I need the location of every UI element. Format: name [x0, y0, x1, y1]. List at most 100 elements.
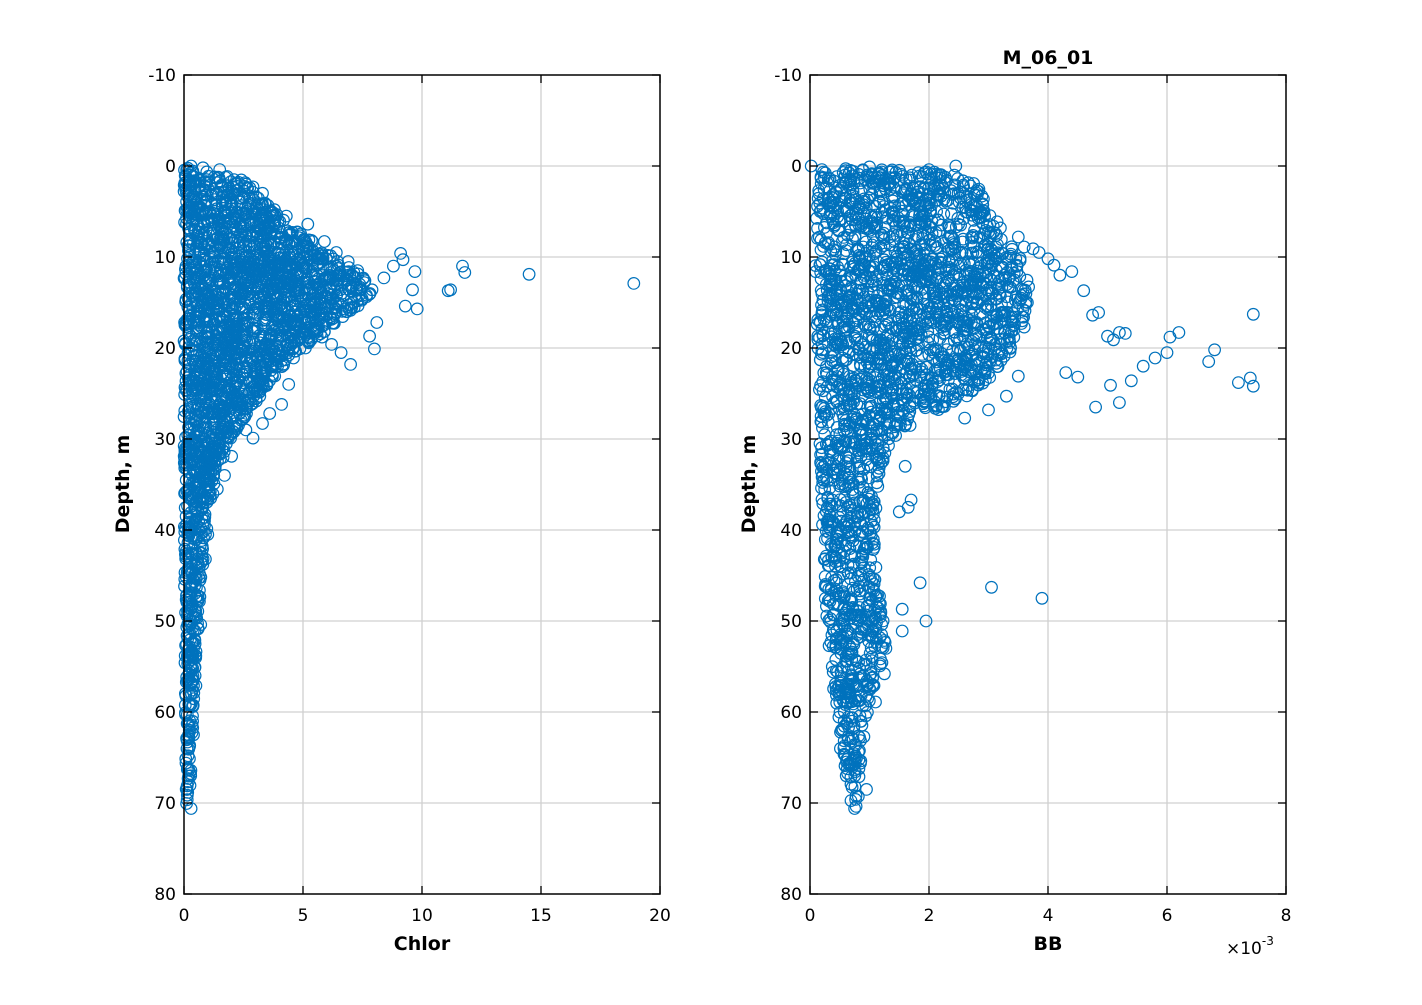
scatter-point-bulk: [310, 259, 324, 272]
scatter-point-bulk: [286, 299, 300, 313]
scatter-point: [408, 265, 422, 279]
scatter-point-bulk: [186, 260, 200, 274]
scatter-point-bulk: [190, 403, 204, 416]
scatter-point-bulk: [264, 364, 278, 377]
scatter-point-bulk: [299, 276, 313, 289]
scatter-point-bulk: [849, 793, 862, 806]
scatter-point-bulk: [179, 756, 193, 770]
scatter-point: [263, 407, 277, 420]
scatter-point-bulk: [181, 536, 195, 549]
scatter-point-bulk: [239, 237, 253, 251]
scatter-point: [396, 253, 410, 267]
scatter-point-bulk: [234, 278, 248, 292]
scatter-point-bulk: [287, 234, 300, 247]
scatter-point-bulk: [237, 410, 251, 424]
scatter-point-bulk: [181, 435, 195, 448]
scatter-point-bulk: [321, 302, 335, 315]
scatter-point-bulk: [274, 298, 288, 312]
scatter-point-bulk: [231, 223, 245, 237]
scatter-point-bulk: [215, 198, 229, 212]
scatter-point-bulk: [197, 249, 211, 263]
scatter-point-bulk: [185, 218, 199, 232]
scatter-point-bulk: [221, 242, 235, 256]
scatter-point-bulk: [193, 539, 207, 553]
scatter-point-bulk: [342, 278, 355, 291]
y-tick-label: 50: [154, 612, 176, 632]
scatter-point-bulk: [307, 275, 321, 288]
scatter-point-bulk: [187, 686, 201, 700]
scatter-point-bulk: [293, 278, 307, 292]
scatter-point: [358, 274, 372, 288]
scatter-point-bulk: [178, 566, 192, 579]
scatter-point-bulk: [180, 708, 194, 721]
scatter-point-bulk: [187, 476, 201, 490]
scatter-point-bulk: [249, 394, 263, 408]
scatter-point-bulk: [256, 197, 269, 211]
x-tick-label: 10: [411, 906, 433, 926]
scatter-point: [394, 246, 408, 260]
scatter-point: [458, 266, 472, 279]
scatter-point-bulk: [179, 259, 193, 273]
scatter-point-bulk: [194, 406, 208, 420]
scatter-point-bulk: [226, 334, 240, 348]
scatter-point-bulk: [180, 717, 194, 730]
scatter-point-bulk: [178, 354, 192, 367]
scatter-point-bulk: [306, 258, 320, 271]
scatter-point-bulk: [218, 245, 232, 259]
scatter-point-bulk: [180, 788, 194, 802]
scatter-point-bulk: [846, 232, 859, 246]
scatter-point: [189, 679, 203, 692]
scatter-point-bulk: [213, 285, 227, 299]
scatter-point: [287, 351, 300, 365]
scatter-point-bulk: [246, 225, 260, 239]
scatter-point-bulk: [250, 229, 264, 243]
scatter-point-bulk: [194, 355, 208, 369]
y-tick-label: 60: [154, 703, 176, 723]
scatter-point-bulk: [249, 294, 263, 308]
scatter-point-bulk: [281, 330, 294, 344]
scatter-point: [444, 283, 458, 297]
scatter-point: [246, 180, 260, 194]
scatter-point-bulk: [221, 320, 235, 334]
scatter-point-bulk: [279, 285, 293, 299]
scatter-point-bulk: [304, 248, 317, 262]
scatter-point: [213, 163, 227, 177]
scatter-point-bulk: [275, 321, 289, 335]
scatter-point-bulk: [272, 281, 286, 294]
scatter-point-bulk: [217, 414, 231, 428]
scatter-point-bulk: [260, 278, 273, 292]
scatter-point: [275, 398, 289, 411]
scatter-point-bulk: [834, 514, 848, 528]
scatter-points: [177, 159, 641, 815]
scatter-point-bulk: [263, 250, 277, 264]
scatter-point-bulk: [302, 334, 316, 348]
scatter-point-bulk: [273, 330, 287, 343]
scatter-point-bulk: [199, 474, 213, 488]
scatter-point-bulk: [214, 275, 228, 288]
scatter-point: [344, 358, 358, 371]
scatter-point-bulk: [306, 244, 320, 258]
scatter-point-bulk: [203, 448, 217, 462]
scatter-point-bulk: [333, 265, 347, 279]
scatter-point-bulk: [187, 692, 201, 706]
scatter-point: [299, 341, 312, 355]
scatter-point: [315, 330, 329, 344]
scatter-point-bulk: [308, 287, 322, 301]
scatter-point-bulk: [233, 286, 246, 300]
scatter-point-bulk: [191, 307, 205, 321]
scatter-point-bulk: [349, 277, 363, 290]
scatter-point-bulk: [181, 346, 195, 360]
y-tick-label: 80: [154, 885, 176, 905]
scatter-point-bulk: [191, 232, 205, 246]
scatter-point: [365, 283, 379, 297]
scatter-point-bulk: [237, 339, 251, 353]
scatter-point-bulk: [223, 306, 237, 320]
scatter-point-bulk: [262, 275, 276, 288]
scatter-point: [198, 552, 212, 566]
scatter-point-bulk: [189, 649, 203, 663]
scatter-point-bulk: [914, 317, 927, 331]
scatter-point-bulk: [209, 370, 223, 384]
scatter-point: [410, 302, 424, 316]
scatter-point: [341, 255, 355, 268]
scatter-point: [194, 618, 208, 631]
